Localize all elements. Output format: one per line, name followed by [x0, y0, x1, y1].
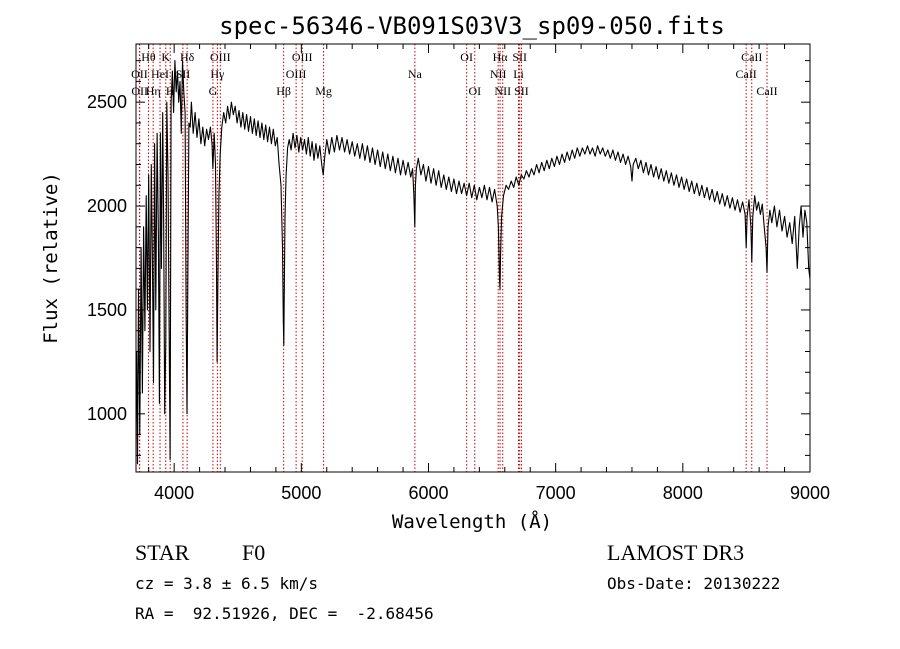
- x-tick-label: 8000: [663, 483, 703, 503]
- spectral-line-label: OI: [468, 84, 481, 98]
- plot-frame: [135, 43, 811, 473]
- spectral-line-label: Hη: [146, 84, 161, 98]
- spectral-line-label: NII: [490, 67, 507, 81]
- spectral-line-label: OIII: [292, 50, 313, 64]
- spectrum-line: [136, 60, 811, 465]
- spectral-line-label: Hα: [493, 50, 509, 64]
- spectral-line-label: OIII: [286, 67, 307, 81]
- x-tick-label: 9000: [790, 483, 830, 503]
- x-tick-label: 5000: [281, 483, 321, 503]
- spectral-line-label: H: [166, 84, 175, 98]
- redshift-velocity: cz = 3.8 ± 6.5 km/s: [135, 574, 319, 593]
- coordinates: RA = 92.51926, DEC = -2.68456: [135, 604, 434, 623]
- spectral-line-label: HeI: [151, 67, 169, 81]
- x-axis-label: Wavelength (Å): [392, 510, 552, 533]
- observation-date: Obs-Date: 20130222: [607, 574, 781, 593]
- spectral-line-label: OI: [460, 50, 473, 64]
- spectrum-series: [136, 60, 811, 465]
- spectral-line-label: SII: [514, 84, 529, 98]
- spectral-line-label: K: [161, 50, 170, 64]
- spectral-line-label: CaII: [741, 50, 762, 64]
- object-subclass: F0: [242, 540, 266, 565]
- x-tick-label: 6000: [408, 483, 448, 503]
- y-tick-label: 2500: [87, 92, 127, 112]
- survey-name: LAMOST DR3: [607, 540, 745, 565]
- y-tick-label: 2000: [87, 196, 127, 216]
- spectral-line-label: G: [209, 84, 218, 98]
- spectral-line-label: Na: [408, 67, 423, 81]
- spectral-line-label: Hδ: [180, 50, 195, 64]
- chart-title: spec-56346-VB091S03V3_sp09-050.fits: [219, 12, 725, 40]
- spectral-line-label: NII: [494, 84, 511, 98]
- spectral-line-label: OII: [131, 67, 148, 81]
- axis-ticks: 4000 5000 6000 7000 8000 9000 1000 1500 2000 2500: [87, 44, 830, 503]
- y-tick-label: 1500: [87, 300, 127, 320]
- spectral-line-label: CaII: [735, 67, 756, 81]
- spectral-line-label: Li: [513, 67, 524, 81]
- spectral-line-label: CaII: [756, 84, 777, 98]
- spectral-line-label: Hθ: [141, 50, 156, 64]
- x-tick-label: 4000: [154, 483, 194, 503]
- spectral-line-label: Hβ: [276, 84, 291, 98]
- spectral-line-label: SII: [512, 50, 527, 64]
- y-tick-label: 1000: [87, 404, 127, 424]
- spectral-line-label: Mg: [315, 84, 332, 98]
- spectral-line-label: OIII: [210, 50, 231, 64]
- y-axis-label: Flux (relative): [40, 172, 62, 344]
- x-tick-label: 7000: [536, 483, 576, 503]
- spectral-line-label: Hγ: [210, 67, 225, 81]
- object-class: STAR: [135, 540, 190, 565]
